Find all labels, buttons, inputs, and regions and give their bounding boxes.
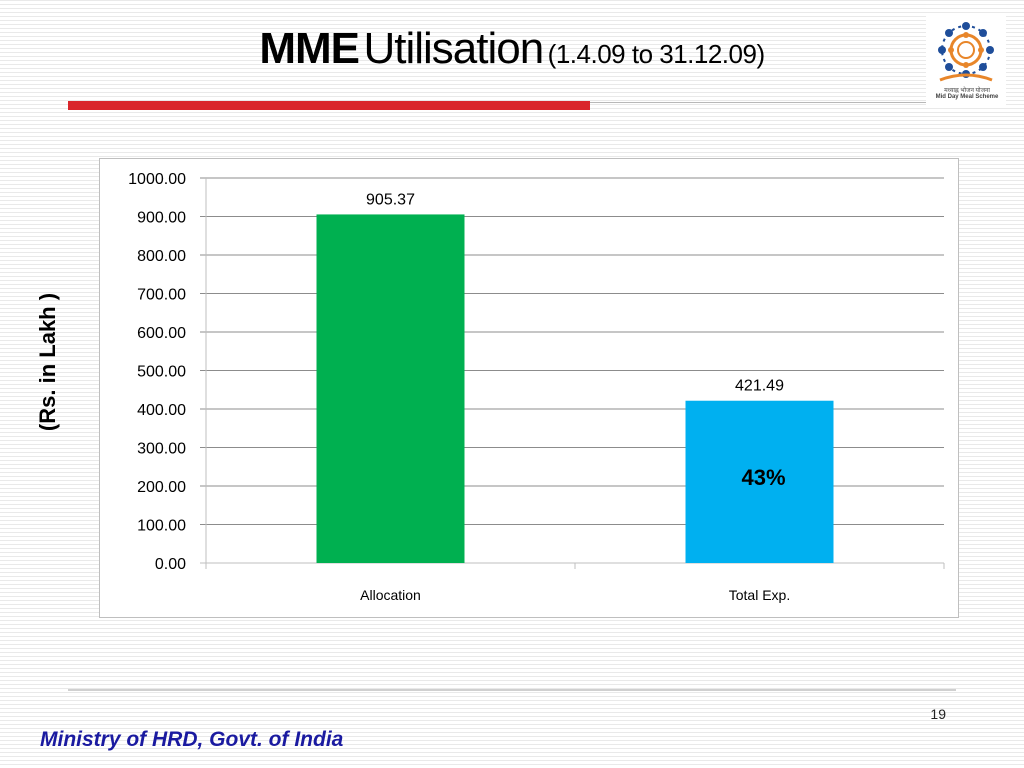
x-category-label: Total Exp. <box>729 587 790 603</box>
y-tick-label: 200.00 <box>137 479 186 496</box>
y-tick-label: 700.00 <box>137 287 186 304</box>
mid-day-meal-logo <box>926 14 1006 106</box>
logo-text-hindi: मध्याह्न भोजन योजना <box>944 88 990 94</box>
footer-divider <box>68 689 956 691</box>
data-label: 905.37 <box>366 191 415 208</box>
y-tick-label: 1000.00 <box>128 171 186 188</box>
y-tick-label: 600.00 <box>137 325 186 342</box>
y-tick-label: 900.00 <box>137 210 186 227</box>
page-number: 19 <box>930 706 946 722</box>
title-period: (1.4.09 to 31.12.09) <box>547 39 765 69</box>
title-main: Utilisation <box>363 24 544 73</box>
y-tick-label: 100.00 <box>137 518 186 535</box>
y-tick-label: 800.00 <box>137 248 186 265</box>
logo-text-english: Mid Day Meal Scheme <box>935 94 999 100</box>
title-bold: MME <box>259 24 360 73</box>
y-tick-label: 400.00 <box>137 402 186 419</box>
data-label: 421.49 <box>735 378 784 395</box>
slide-title: MME Utilisation (1.4.09 to 31.12.09) <box>0 24 1024 74</box>
title-underline-grey <box>590 102 930 103</box>
y-tick-label: 300.00 <box>137 441 186 458</box>
bar-allocation <box>316 214 465 563</box>
logo-icon <box>938 22 994 82</box>
y-tick-label: 0.00 <box>155 556 186 573</box>
footer-ministry: Ministry of HRD, Govt. of India <box>40 728 344 751</box>
y-tick-label: 500.00 <box>137 364 186 381</box>
percentage-annotation: 43% <box>741 465 785 490</box>
bar-total-exp <box>685 400 834 563</box>
title-underline-red <box>68 101 590 110</box>
x-category-label: Allocation <box>360 587 421 603</box>
